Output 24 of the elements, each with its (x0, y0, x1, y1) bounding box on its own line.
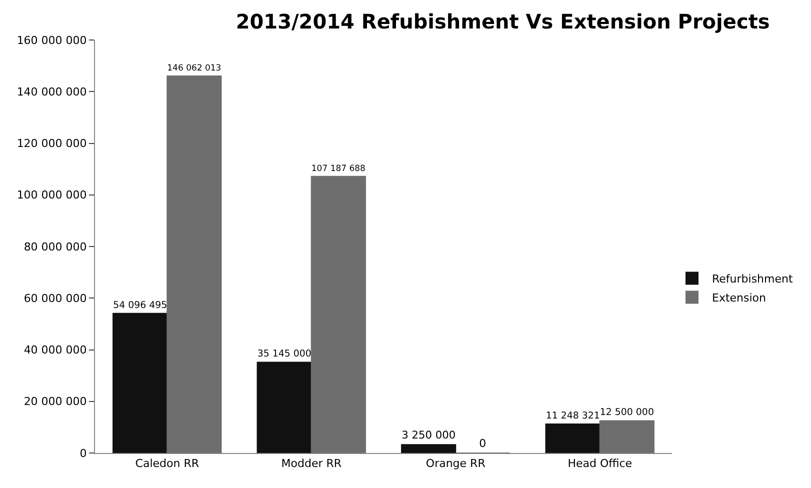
data-label: 54 096 495 (113, 300, 168, 311)
y-tick-label: 120 000 000 (16, 137, 87, 150)
x-tick-label: Caledon RR (135, 457, 200, 470)
y-tick-label: 80 000 000 (24, 240, 87, 254)
y-tick-label: 0 (80, 446, 87, 460)
x-tick-label: Head Office (568, 457, 632, 470)
legend-label: Refurbishment (712, 272, 794, 286)
data-label: 0 (479, 437, 486, 450)
x-tick-label: Modder RR (281, 457, 342, 470)
data-label: 11 248 321 (546, 410, 600, 422)
data-label: 146 062 013 (167, 64, 222, 74)
chart-title: 2013/2014 Refubishment Vs Extension Projects (236, 10, 770, 34)
y-tick-label: 100 000 000 (16, 188, 87, 202)
y-tick-label: 60 000 000 (24, 292, 87, 305)
data-label: 35 145 000 (257, 348, 312, 360)
data-label: 107 187 688 (311, 164, 366, 174)
y-tick-label: 140 000 000 (16, 85, 87, 98)
data-label: 3 250 000 (402, 428, 456, 442)
legend-label: Extension (712, 292, 766, 305)
x-tick-label: Orange RR (426, 457, 486, 470)
y-tick-label: 20 000 000 (24, 395, 87, 408)
y-tick-label: 40 000 000 (24, 344, 87, 357)
y-tick-label: 160 000 000 (16, 34, 87, 47)
data-label: 12 500 000 (600, 407, 654, 418)
